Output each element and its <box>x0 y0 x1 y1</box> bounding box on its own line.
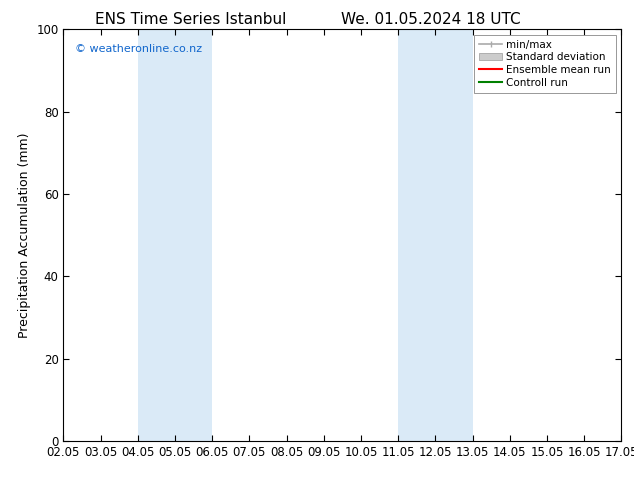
Legend: min/max, Standard deviation, Ensemble mean run, Controll run: min/max, Standard deviation, Ensemble me… <box>474 35 616 93</box>
Text: © weatheronline.co.nz: © weatheronline.co.nz <box>75 44 202 54</box>
Text: We. 01.05.2024 18 UTC: We. 01.05.2024 18 UTC <box>341 12 521 27</box>
Text: ENS Time Series Istanbul: ENS Time Series Istanbul <box>94 12 286 27</box>
Bar <box>138 29 212 441</box>
Y-axis label: Precipitation Accumulation (mm): Precipitation Accumulation (mm) <box>18 132 30 338</box>
Bar <box>398 29 472 441</box>
